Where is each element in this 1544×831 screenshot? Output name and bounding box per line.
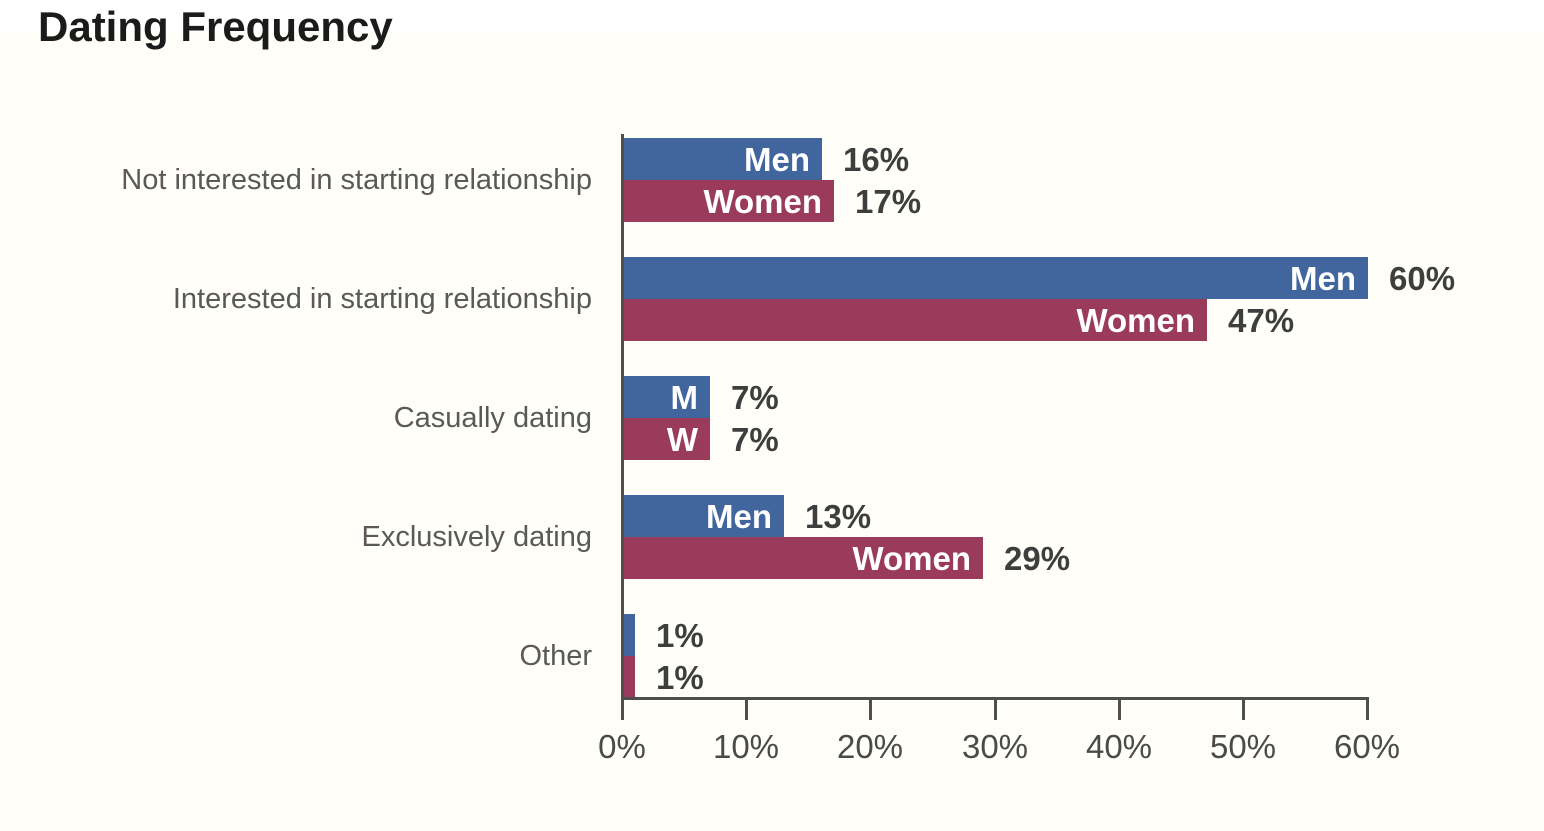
bar-women: Women (623, 299, 1207, 341)
bar-men (623, 614, 635, 656)
category-label: Interested in starting relationship (172, 283, 592, 315)
bar-value-label: 1% (656, 659, 704, 696)
bar-series-label: Men (706, 498, 772, 535)
bar-value-label: 29% (1004, 540, 1071, 577)
bar-value-label: 47% (1228, 302, 1295, 339)
x-axis-tick-label: 20% (836, 728, 904, 765)
y-axis-line (621, 134, 624, 698)
x-axis-tick-label: 10% (712, 728, 780, 765)
bar-value-label: 60% (1389, 260, 1456, 297)
x-axis-tick (869, 700, 872, 720)
x-axis-line (621, 697, 1369, 700)
x-axis-tick (994, 700, 997, 720)
x-axis-tick (1118, 700, 1121, 720)
bar-value-label: 17% (855, 183, 922, 220)
bar-men: Men (623, 257, 1368, 299)
bar-series-label: M (670, 379, 699, 416)
category-label: Not interested in starting relationship (121, 164, 592, 196)
x-axis-tick (1242, 700, 1245, 720)
bar-series-label: Women (1076, 302, 1195, 339)
bar-series-label: Men (1290, 260, 1356, 297)
category-label: Exclusively dating (361, 521, 593, 553)
bar-value-label: 7% (731, 421, 779, 458)
x-axis-tick (1366, 700, 1369, 720)
category-label: Other (519, 640, 592, 672)
x-axis-tick-label: 60% (1333, 728, 1401, 765)
bar-value-label: 1% (656, 617, 704, 654)
bar-series-label: Women (852, 540, 971, 577)
bar-series-label: Women (703, 183, 822, 220)
bar-value-label: 13% (805, 498, 872, 535)
bar-value-label: 16% (843, 141, 910, 178)
x-axis-tick-label: 30% (961, 728, 1029, 765)
bar-women: Women (623, 180, 834, 222)
chart-title: Dating Frequency (38, 3, 393, 50)
bar-men: Men (623, 495, 784, 537)
bar-women: Women (623, 537, 983, 579)
bar-women (623, 656, 635, 698)
x-axis-tick-label: 40% (1085, 728, 1153, 765)
x-axis-tick-label: 50% (1209, 728, 1277, 765)
bar-women: W (623, 418, 710, 460)
bar-men: Men (623, 138, 822, 180)
x-axis-tick (621, 700, 624, 720)
bar-men: M (623, 376, 710, 418)
x-axis-tick-label: 0% (598, 728, 646, 765)
chart-area: Not interested in starting relationship M… (121, 134, 1456, 765)
bar-value-label: 7% (731, 379, 779, 416)
category-label: Casually dating (393, 402, 592, 434)
bar-series-label: Men (744, 141, 810, 178)
bar-series-label: W (666, 421, 698, 458)
x-axis-tick (745, 700, 748, 720)
